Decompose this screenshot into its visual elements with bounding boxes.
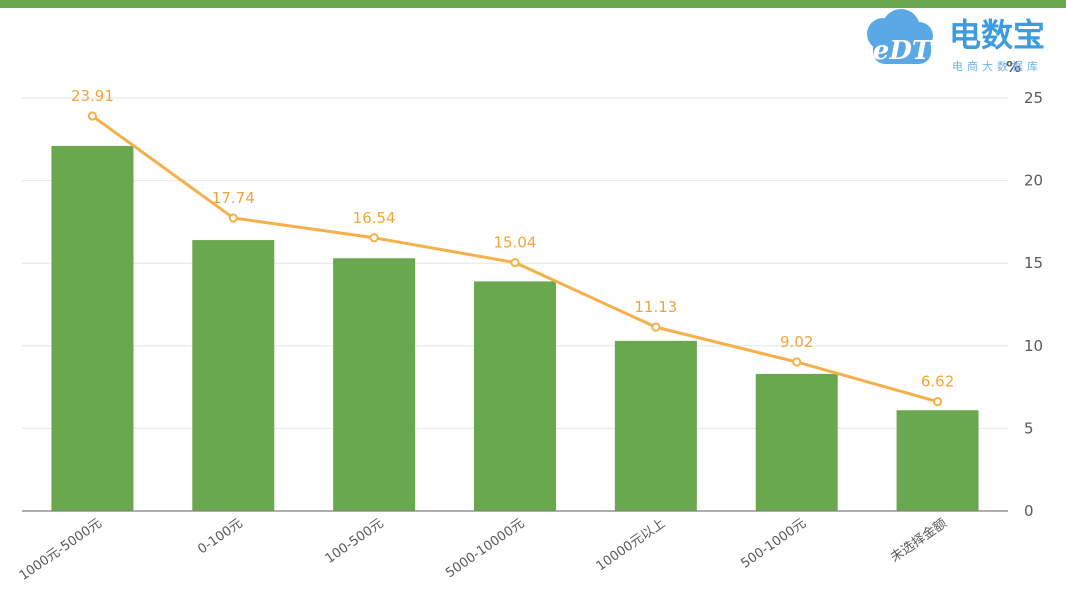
data-label: 6.62	[921, 373, 954, 391]
line-point	[87, 111, 98, 121]
data-label: 9.02	[780, 333, 813, 351]
data-label: 16.54	[353, 209, 396, 227]
data-label: 23.91	[71, 87, 114, 105]
y-tick-label: 15	[1024, 254, 1043, 272]
logo-brand: 电数宝	[949, 16, 1045, 54]
bar	[51, 145, 134, 511]
edt-logo: eDT 电数宝 电商大数据库	[867, 9, 1045, 73]
bar	[755, 373, 838, 511]
bar	[614, 340, 697, 511]
y-tick-label: 5	[1024, 419, 1034, 437]
y-tick-label: 0	[1024, 502, 1034, 520]
x-tick-label: 100-500元	[323, 516, 387, 567]
line-series	[87, 111, 943, 407]
line-point	[932, 397, 943, 407]
x-tick-label: 1000元-5000元	[17, 516, 105, 584]
y-tick-label: 20	[1024, 172, 1043, 190]
line-point	[792, 357, 802, 367]
bar	[474, 281, 556, 511]
logo-tagline: 电商大数据库	[952, 59, 1042, 73]
y-tick-label: 10	[1024, 337, 1043, 355]
x-tick-label: 未选择金额	[887, 515, 949, 565]
data-labels: 23.91 17.74 16.54 15.04 11.13 9.02 6.62	[71, 87, 954, 391]
data-label: 17.74	[212, 189, 255, 207]
bars	[51, 145, 979, 511]
bar	[333, 258, 416, 511]
data-label: 15.04	[494, 234, 537, 252]
line-point	[510, 257, 520, 268]
y-tick-label: 25	[1024, 89, 1043, 107]
x-tick-label: 10000元以上	[594, 516, 668, 574]
line-point	[651, 322, 661, 332]
line-point	[369, 233, 379, 243]
top-accent-bar	[0, 0, 1066, 8]
x-tick-label: 0-100元	[195, 516, 245, 557]
bar	[192, 240, 275, 511]
data-label: 11.13	[634, 298, 677, 316]
x-tick-label: 5000-10000元	[443, 516, 527, 581]
logo-mark: eDT	[873, 36, 933, 66]
x-tick-label: 500-1000元	[738, 516, 809, 572]
cloud-icon	[867, 9, 933, 64]
y-unit-label: %	[1006, 58, 1021, 76]
bar	[896, 410, 979, 511]
line-point	[228, 213, 238, 223]
